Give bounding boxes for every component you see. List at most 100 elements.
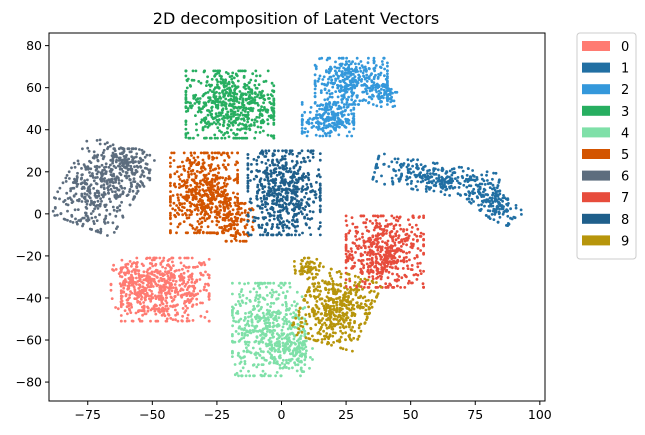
data-point: [397, 168, 401, 172]
data-point: [175, 288, 178, 292]
data-point: [146, 309, 150, 313]
data-point: [246, 156, 250, 160]
data-point: [262, 297, 266, 301]
data-point: [229, 108, 233, 112]
data-point: [183, 169, 187, 172]
data-point: [158, 256, 162, 260]
data-point: [245, 330, 249, 334]
data-point: [467, 184, 471, 188]
data-point: [248, 128, 252, 132]
data-point: [277, 149, 280, 153]
data-point: [242, 202, 246, 206]
data-point: [390, 176, 394, 180]
data-point: [180, 173, 183, 177]
data-point: [387, 97, 391, 101]
data-point: [188, 208, 192, 212]
data-point: [357, 78, 361, 82]
data-point: [275, 337, 279, 341]
data-point: [267, 338, 271, 342]
data-point: [453, 186, 457, 189]
data-point: [164, 282, 167, 286]
data-point: [485, 170, 489, 174]
data-point: [501, 212, 505, 216]
data-point: [261, 327, 265, 331]
data-point: [187, 174, 191, 178]
data-point: [170, 289, 174, 293]
data-point: [352, 112, 356, 116]
data-point: [242, 336, 246, 340]
data-point: [164, 270, 167, 274]
data-point: [239, 360, 243, 364]
data-point: [113, 177, 117, 181]
data-point: [243, 209, 247, 212]
data-point: [89, 203, 92, 207]
data-point: [321, 78, 325, 81]
data-point: [236, 127, 239, 131]
data-point: [260, 282, 264, 286]
data-point: [109, 163, 112, 167]
data-point: [379, 65, 382, 69]
data-point: [265, 285, 268, 289]
data-point: [249, 310, 253, 314]
data-point: [221, 230, 224, 233]
data-point: [213, 96, 217, 100]
data-point: [217, 71, 221, 75]
data-point: [236, 79, 240, 83]
data-point: [245, 296, 249, 300]
data-point: [132, 180, 136, 183]
data-point: [340, 56, 344, 60]
data-point: [210, 231, 214, 235]
data-point: [237, 205, 241, 209]
data-point: [232, 76, 236, 80]
data-point: [167, 264, 171, 268]
data-point: [254, 79, 257, 83]
data-point: [144, 287, 148, 290]
data-point: [90, 228, 93, 231]
data-point: [365, 76, 369, 80]
data-point: [189, 204, 193, 208]
data-point: [284, 296, 287, 300]
data-point: [293, 300, 296, 304]
data-point: [81, 216, 85, 220]
data-point: [190, 188, 193, 192]
data-point: [394, 238, 398, 242]
data-point: [169, 165, 172, 168]
data-point: [250, 118, 254, 122]
data-point: [439, 185, 443, 189]
data-point: [255, 86, 259, 90]
data-point: [169, 304, 172, 308]
data-point: [330, 118, 333, 121]
data-point: [397, 234, 401, 238]
data-point: [175, 231, 178, 235]
data-point: [364, 70, 368, 73]
data-point: [257, 300, 261, 304]
data-point: [182, 264, 186, 268]
data-point: [404, 237, 408, 240]
data-point: [360, 259, 364, 262]
data-point: [181, 314, 185, 318]
data-point: [497, 179, 501, 183]
data-point: [306, 155, 310, 159]
data-point: [429, 172, 432, 176]
data-point: [340, 94, 344, 98]
data-point: [212, 69, 216, 73]
data-point: [83, 179, 87, 183]
data-point: [69, 220, 72, 223]
data-point: [206, 91, 210, 94]
data-point: [70, 215, 74, 218]
data-point: [352, 101, 356, 104]
data-point: [401, 267, 405, 270]
data-point: [196, 229, 200, 232]
data-point: [234, 235, 238, 239]
data-point: [187, 298, 191, 302]
data-point: [231, 212, 234, 216]
data-point: [175, 204, 179, 207]
data-point: [278, 363, 282, 367]
data-point: [416, 238, 419, 242]
data-point: [114, 166, 118, 170]
data-point: [497, 197, 501, 201]
data-point: [345, 60, 348, 63]
data-point: [257, 304, 260, 307]
data-point: [226, 154, 230, 158]
data-point: [285, 304, 288, 308]
